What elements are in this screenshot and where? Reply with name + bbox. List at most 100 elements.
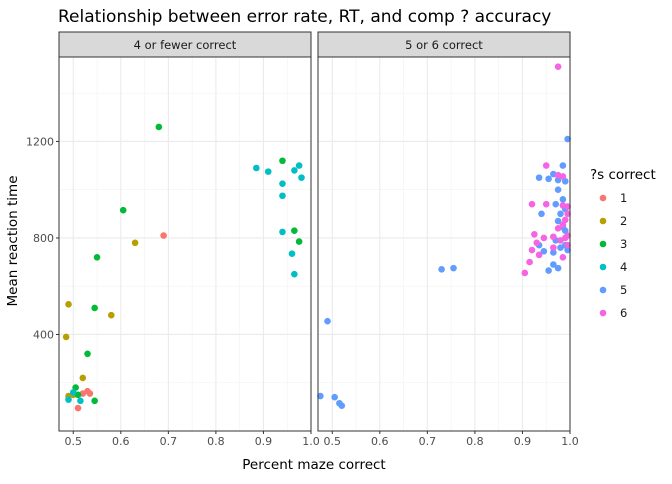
panel-border [58,56,312,432]
x-tick-label: 1.0 [302,435,320,448]
y-tick-label: 400 [33,328,54,341]
data-point [79,374,87,382]
data-point [540,247,548,255]
legend-key [599,263,607,271]
data-point [535,174,543,181]
data-point [554,217,562,225]
legend-item-4: 4 [599,260,627,274]
data-point [557,237,564,244]
data-point [559,173,567,180]
legend-item-2: 2 [599,214,627,228]
data-point [279,180,286,187]
x-tick-label: 1.0 [561,435,579,448]
facet-strip [58,31,312,58]
facet-panel-1: 4 or fewer correct [58,31,312,432]
data-point [438,266,445,273]
legend-item-6: 6 [599,306,627,320]
data-point [540,234,548,242]
chart-title: Relationship between error rate, RT, and… [58,7,551,27]
data-point [554,225,562,232]
legend-label: 2 [620,214,627,228]
data-point [291,227,298,235]
legend-item-3: 3 [599,237,627,251]
legend-label: 6 [620,306,627,320]
data-point [550,233,557,241]
data-point [298,174,305,181]
data-point [535,251,543,259]
data-point [557,210,564,218]
legend-title: ?s correct [590,167,656,183]
data-point [564,210,571,218]
y-axis-ticks: 400 800 1200 [26,135,59,341]
data-point [550,244,557,251]
data-point [559,221,567,228]
x-tick-label: 0.7 [419,435,437,448]
data-point [559,162,567,169]
series-6 [521,63,571,277]
y-axis-title: Mean reaction time [5,176,21,307]
data-point [93,253,101,261]
data-point [295,238,303,245]
data-point [91,304,98,312]
data-point [155,123,163,131]
series-4 [65,162,305,405]
data-point [450,264,457,272]
legend-key [599,217,607,225]
data-point [279,228,286,236]
data-point [550,249,557,256]
x-tick-label: 0.5 [324,435,342,448]
facet-panels: 4 or fewer correct 5 or 6 correct [58,31,571,432]
data-point [564,246,571,254]
x-tick-label: 0.7 [160,435,178,448]
data-point [279,192,286,200]
data-point [554,63,562,70]
x-tick-label: 0.6 [112,435,130,448]
x-tick-label: 0.9 [514,435,532,448]
data-point [550,261,557,268]
data-point [65,396,72,403]
data-point [295,162,303,169]
data-point [65,301,72,308]
data-point [69,389,77,396]
x-tick-label: 0.9 [255,435,273,448]
data-point [526,258,533,266]
data-point [91,397,98,405]
x-tick-label: 0.5 [65,435,83,448]
x-axis-title: Percent maze correct [242,457,385,473]
data-point [533,239,541,247]
legend-key [599,309,607,317]
data-point [338,402,346,409]
y-tick-label: 800 [33,232,54,245]
panel-background [59,57,311,431]
data-point [84,350,91,358]
data-point [528,246,536,254]
data-point [521,269,529,277]
data-point [77,397,84,405]
data-point [564,203,571,210]
legend-label: 1 [620,191,627,205]
x-tick-label: 0.8 [207,435,225,448]
data-point [559,253,567,261]
data-point [564,135,571,143]
data-point [559,196,567,203]
data-point [331,393,338,401]
legend-key [599,194,607,202]
facet-strip-label: 4 or fewer correct [134,38,237,52]
data-point [545,175,552,183]
data-point [528,200,536,208]
facet-panel-2: 5 or 6 correct [317,31,571,432]
data-point [554,186,562,194]
data-point [119,206,127,214]
data-point [554,264,562,272]
x-tick-label: 0.8 [466,435,484,448]
series-1 [74,232,167,412]
data-point [552,200,560,208]
panel-border [317,56,571,432]
data-point [291,167,298,174]
legend-label: 3 [620,237,627,251]
data-point [86,390,94,397]
data-point [317,392,324,400]
data-point [564,241,571,249]
